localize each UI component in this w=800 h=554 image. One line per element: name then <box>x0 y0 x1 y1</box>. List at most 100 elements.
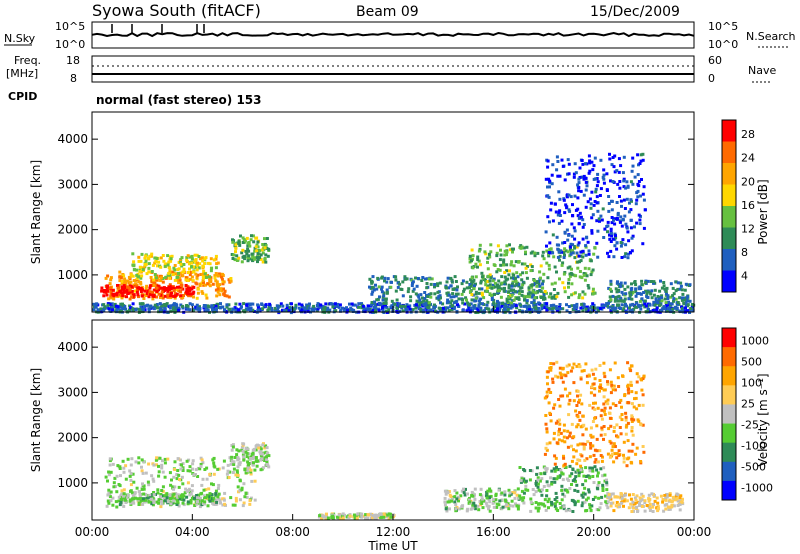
heatmap-cell <box>585 498 588 502</box>
heatmap-cell <box>172 499 176 503</box>
heatmap-cell <box>168 273 172 277</box>
heatmap-cell <box>372 302 376 306</box>
heatmap-cell <box>553 498 557 501</box>
heatmap-cell <box>563 253 566 257</box>
heatmap-cell <box>466 492 469 496</box>
heatmap-cell <box>663 297 667 301</box>
heatmap-cell <box>368 512 372 516</box>
heatmap-cell <box>499 263 503 267</box>
colorbar-tick-label: 25 <box>741 398 755 411</box>
beam-title: Beam 09 <box>356 4 419 20</box>
heatmap-cell <box>536 478 540 482</box>
heatmap-cell <box>144 294 148 297</box>
heatmap-cell <box>125 289 129 293</box>
heatmap-cell <box>627 387 631 391</box>
heatmap-cell <box>599 433 603 437</box>
heatmap-cell <box>529 500 533 504</box>
heatmap-cell <box>468 500 472 504</box>
heatmap-cell <box>489 494 493 498</box>
heatmap-cell <box>256 303 260 307</box>
heatmap-cell <box>574 449 578 453</box>
heatmap-cell <box>620 256 624 259</box>
heatmap-cell <box>609 504 613 508</box>
heatmap-cell <box>125 295 128 299</box>
heatmap-cell <box>606 398 610 402</box>
heatmap-cell <box>160 304 164 308</box>
heatmap-cell <box>556 174 560 178</box>
heatmap-cell <box>212 307 216 311</box>
heatmap-cell <box>130 295 134 299</box>
heatmap-cell <box>403 275 407 279</box>
heatmap-cell <box>579 215 583 219</box>
heatmap-cell <box>582 369 586 373</box>
heatmap-cell <box>637 419 641 423</box>
heatmap-cell <box>406 305 410 309</box>
heatmap-cell <box>623 255 627 259</box>
heatmap-cell <box>172 266 176 270</box>
heatmap-cell <box>503 493 507 497</box>
heatmap-cell <box>202 265 205 269</box>
heatmap-cell <box>109 286 112 290</box>
heatmap-cell <box>519 479 523 483</box>
heatmap-cell <box>631 182 635 186</box>
heatmap-cell <box>563 290 567 294</box>
heatmap-cell <box>566 172 569 176</box>
heatmap-cell <box>547 387 551 391</box>
heatmap-cell <box>118 290 122 294</box>
heatmap-cell <box>190 257 194 261</box>
heatmap-cell <box>493 309 497 313</box>
heatmap-cell <box>554 507 558 511</box>
heatmap-cell <box>447 500 451 504</box>
heatmap-cell <box>619 307 622 310</box>
heatmap-cell <box>177 267 181 271</box>
heatmap-cell <box>577 216 581 220</box>
heatmap-cell <box>455 288 459 292</box>
heatmap-cell <box>476 504 480 508</box>
heatmap-cell <box>595 437 599 441</box>
heatmap-cell <box>552 406 556 410</box>
heatmap-cell <box>582 303 586 307</box>
heatmap-cell <box>580 276 584 280</box>
heatmap-cell <box>566 445 570 449</box>
heatmap-cell <box>495 270 499 274</box>
heatmap-cell <box>548 248 552 251</box>
heatmap-cell <box>231 307 235 311</box>
colorbar-swatch <box>722 347 736 367</box>
heatmap-cell <box>594 367 598 371</box>
heatmap-cell <box>672 299 675 303</box>
heatmap-cell <box>635 446 639 450</box>
heatmap-cell <box>155 463 158 467</box>
heatmap-cell <box>201 477 205 481</box>
heatmap-cell <box>211 483 215 487</box>
heatmap-cell <box>596 474 599 478</box>
heatmap-cell <box>209 269 213 273</box>
heatmap-cell <box>142 297 146 300</box>
heatmap-cell <box>199 462 203 466</box>
heatmap-cell <box>242 302 246 306</box>
heatmap-cell <box>236 473 240 477</box>
heatmap-cell <box>455 299 459 303</box>
heatmap-cell <box>235 453 239 457</box>
heatmap-cell <box>436 296 440 300</box>
heatmap-cell <box>253 498 257 502</box>
heatmap-cell <box>563 178 567 182</box>
heatmap-cell <box>629 380 633 384</box>
heatmap-cell <box>497 488 501 492</box>
heatmap-cell <box>294 303 298 307</box>
heatmap-cell <box>617 385 621 388</box>
heatmap-cell <box>457 305 461 308</box>
heatmap-cell <box>451 292 455 296</box>
heatmap-cell <box>130 457 134 461</box>
heatmap-cell <box>587 488 591 492</box>
heatmap-cell <box>237 256 241 260</box>
heatmap-cell <box>615 169 619 173</box>
heatmap-cell <box>465 309 469 313</box>
heatmap-cell <box>157 501 161 505</box>
heatmap-cell <box>168 283 172 287</box>
heatmap-cell <box>537 502 541 506</box>
heatmap-cell <box>246 463 250 467</box>
heatmap-cell <box>191 270 195 274</box>
heatmap-cell <box>216 467 220 471</box>
heatmap-cell <box>557 190 561 194</box>
heatmap-cell <box>249 470 253 474</box>
